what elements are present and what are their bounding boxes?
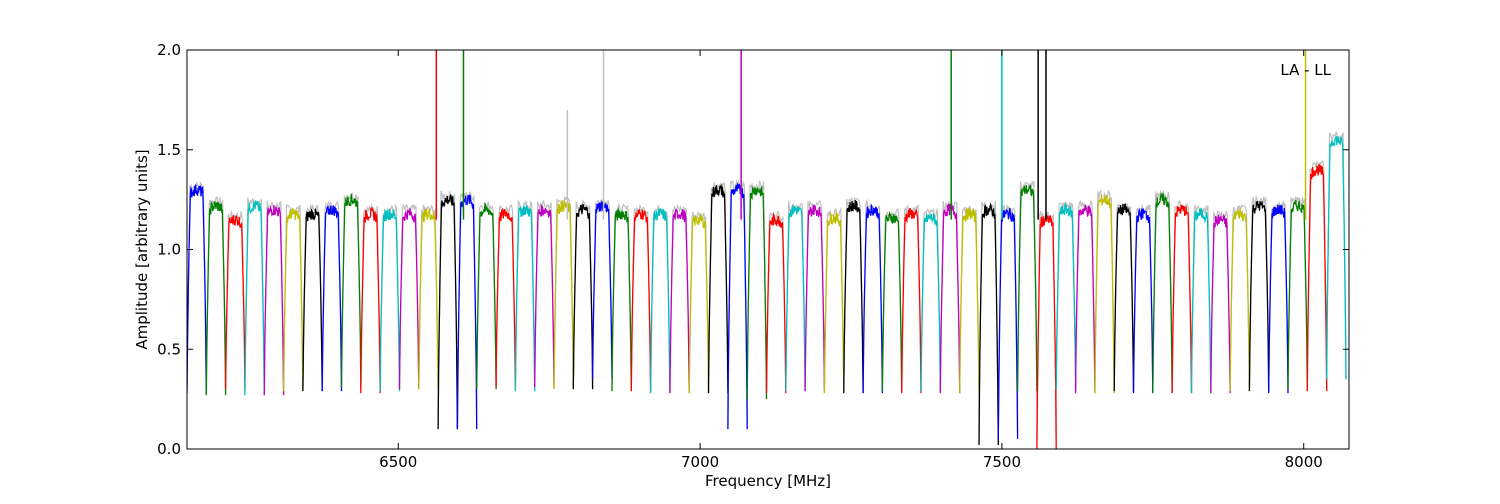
series-channel (187, 184, 207, 394)
chart-annotation: LA - LL (1280, 61, 1331, 79)
series-channel (843, 200, 864, 394)
series-channel (418, 208, 439, 390)
series-channel (340, 193, 362, 388)
series-channel (862, 203, 884, 394)
series-channel (649, 208, 671, 394)
series-channel (456, 194, 478, 430)
series-channel (1268, 204, 1289, 394)
series-channel (901, 207, 922, 394)
series-channel (1055, 203, 1077, 390)
series-channel (263, 204, 285, 396)
series-channel (765, 212, 787, 394)
series-channel (572, 203, 594, 390)
series-channel (514, 204, 536, 392)
x-axis-label: Frequency [MHz] (705, 472, 831, 490)
series-channel (688, 213, 710, 394)
series-channel (398, 208, 420, 390)
series-channel (785, 204, 806, 392)
series-channel (920, 212, 941, 392)
series-channel (437, 194, 459, 430)
series-channel (1016, 184, 1038, 392)
series-channel (1248, 200, 1270, 392)
x-tick-label: 7500 (983, 453, 1021, 471)
series-channel (746, 186, 768, 400)
series-channel (1036, 213, 1057, 449)
series-channel (1190, 207, 1212, 394)
series-channel (302, 208, 323, 392)
series-channel (1074, 204, 1096, 394)
series-channel (1094, 194, 1115, 394)
series-channel (321, 205, 343, 392)
series-channel (1132, 207, 1154, 394)
series-channel (476, 201, 497, 390)
series-channel (881, 210, 903, 392)
axis-ticks: 6500 7000 7500 8000 0.0 0.5 1.0 1.5 2.0 (157, 41, 1349, 471)
series-channel (282, 207, 304, 392)
series-channel (224, 215, 246, 390)
series-channel (978, 202, 999, 446)
series-channel (379, 208, 401, 392)
series-layer (187, 50, 1347, 449)
series-channel (495, 208, 517, 388)
series-channel (244, 200, 265, 396)
y-axis-label: Amplitude [arbitrary units] (133, 149, 151, 349)
series-channel (1287, 200, 1308, 390)
x-tick-label: 7000 (681, 453, 719, 471)
x-tick-label: 8000 (1285, 453, 1323, 471)
series-channel (959, 207, 980, 394)
series-channel (1210, 213, 1231, 394)
series-channel (1113, 203, 1135, 392)
series-channel (360, 207, 381, 394)
series-channel (591, 200, 613, 380)
x-tick-label: 6500 (379, 453, 417, 471)
y-tick-label: 1.5 (157, 141, 181, 159)
series-channel (1171, 204, 1193, 394)
series-channel (669, 208, 690, 394)
y-tick-label: 1.0 (157, 241, 181, 259)
y-tick-label: 0.0 (157, 440, 181, 458)
series-channel (939, 203, 961, 394)
series-channel (1152, 192, 1173, 394)
series-channel (823, 212, 845, 394)
series-channel (611, 207, 632, 392)
series-channel (707, 183, 729, 394)
series-channel (804, 204, 826, 392)
series-channel (1306, 164, 1328, 392)
series-channel (205, 200, 227, 396)
series-channel (727, 182, 748, 430)
series-channel (553, 200, 574, 390)
series-channel (630, 209, 652, 392)
series-channel (997, 207, 1019, 440)
y-tick-label: 2.0 (157, 41, 181, 59)
series-channel (1326, 136, 1347, 380)
series-channel (534, 204, 555, 388)
series-channel (1229, 207, 1251, 392)
y-tick-label: 0.5 (157, 340, 181, 358)
